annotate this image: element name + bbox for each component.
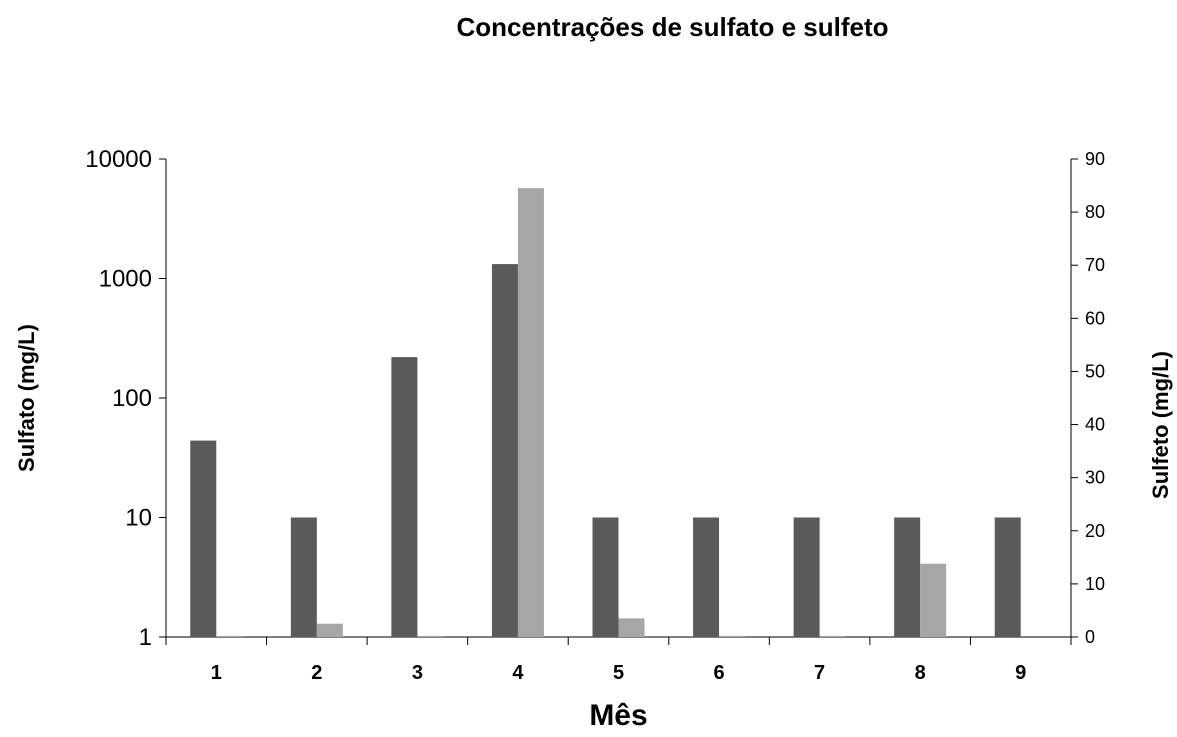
chart-title: Concentrações de sulfato e sulfeto: [456, 12, 889, 42]
bar-sulfato: [894, 517, 921, 637]
right-tick-label: 20: [1085, 521, 1105, 541]
x-tick-label: 1: [211, 662, 222, 684]
bar-sulfeto: [920, 563, 947, 637]
right-tick-label: 50: [1085, 361, 1105, 381]
right-tick-label: 30: [1085, 468, 1105, 488]
left-tick-label: 100: [112, 385, 152, 412]
right-tick-label: 40: [1085, 415, 1105, 435]
bar-sulfato: [592, 517, 619, 637]
left-tick-label: 1000: [99, 266, 152, 293]
y-left-axis-title: Sulfato (mg/L): [14, 324, 39, 472]
bar-sulfato: [391, 357, 418, 637]
x-axis-title: Mês: [589, 699, 647, 732]
bar-sulfato: [693, 517, 720, 637]
bar-sulfato: [994, 517, 1021, 637]
x-tick-label: 3: [412, 662, 423, 684]
x-tick-label: 7: [814, 662, 825, 684]
bar-sulfeto: [517, 188, 544, 637]
right-tick-label: 90: [1085, 149, 1105, 169]
right-tick-label: 70: [1085, 255, 1105, 275]
bar-sulfato: [491, 264, 518, 637]
bar-sulfato: [190, 440, 217, 637]
bar-sulfeto: [719, 635, 746, 637]
x-tick-label: 9: [1015, 662, 1026, 684]
bar-sulfeto: [216, 635, 243, 637]
bar-sulfeto: [417, 635, 444, 637]
right-tick-label: 80: [1085, 202, 1105, 222]
labels-layer: 1 10 100 1000 10000 0 10 20 30 40 50 60 70 80 90 1 2 3 4 5 6…: [14, 146, 1173, 732]
right-tick-label: 0: [1085, 627, 1095, 647]
y-right-axis-title: Sulfeto (mg/L): [1148, 351, 1173, 499]
bar-sulfeto: [618, 618, 645, 637]
right-tick-label: 10: [1085, 574, 1105, 594]
left-tick-label: 1: [139, 624, 152, 651]
x-tick-label: 8: [915, 662, 926, 684]
bar-sulfato: [793, 517, 820, 637]
left-tick-label: 10000: [85, 146, 152, 173]
bar-sulfato: [290, 517, 317, 637]
bar-sulfeto: [819, 635, 846, 637]
right-tick-label: 60: [1085, 308, 1105, 328]
x-tick-label: 4: [512, 662, 524, 684]
x-tick-label: 2: [311, 662, 322, 684]
x-tick-label: 6: [713, 662, 724, 684]
bars-layer: [190, 188, 1021, 637]
x-tick-label: 5: [613, 662, 624, 684]
bar-sulfeto: [316, 623, 343, 637]
left-tick-label: 10: [125, 505, 152, 532]
